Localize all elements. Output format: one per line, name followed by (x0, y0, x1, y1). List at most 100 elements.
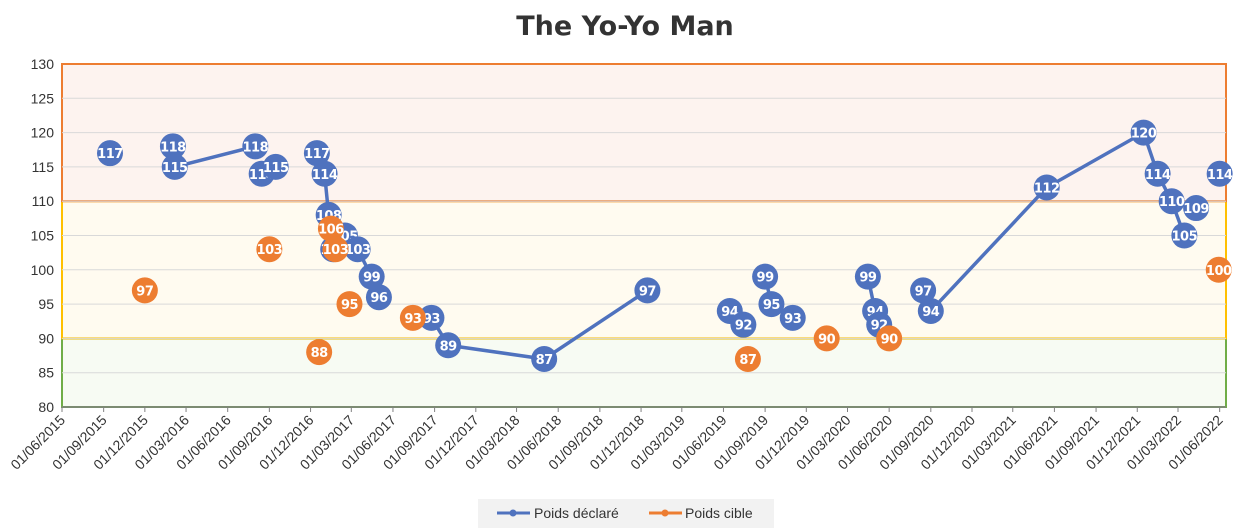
y-tick-label: 85 (38, 365, 54, 381)
declared-weight-point-label: 118 (243, 140, 269, 155)
y-tick-label: 80 (38, 399, 54, 415)
legend-marker-target (661, 509, 669, 517)
chart-title: The Yo-Yo Man (516, 11, 734, 42)
declared-weight-point-label: 87 (536, 353, 554, 368)
declared-weight-point-marker (758, 291, 785, 318)
y-axis: 80 85 90 95 100 105 110 115 120 125 130 (31, 56, 55, 415)
target-weight-point-marker (131, 277, 158, 304)
legend-marker-declared (509, 509, 517, 517)
target-weight-point-marker (399, 304, 426, 331)
y-tick-label: 125 (31, 90, 55, 106)
target-weight-point-label: 95 (341, 298, 359, 313)
series-points: 1171181151181141151171141081031051039996… (96, 119, 1233, 372)
declared-weight-point-label: 110 (1159, 195, 1185, 210)
declared-weight-point-label: 89 (440, 339, 458, 354)
declared-weight-point-marker (531, 345, 558, 372)
declared-weight-point-label: 112 (1034, 181, 1060, 196)
x-axis: 01/06/201501/09/201501/12/201501/03/2016… (7, 406, 1226, 473)
declared-weight-point-label: 92 (735, 319, 752, 334)
declared-weight-point-marker (358, 263, 385, 290)
declared-weight-point-label: 95 (763, 298, 781, 313)
y-tick-label: 110 (32, 193, 55, 209)
target-weight-point-marker (336, 291, 363, 318)
target-weight-point-label: 90 (881, 332, 899, 347)
declared-weight-point-marker (303, 140, 330, 167)
target-weight-point-label: 106 (318, 223, 344, 238)
declared-weight-point-marker (779, 304, 806, 331)
declared-weight-point-label: 117 (97, 147, 123, 162)
declared-weight-point-marker (1144, 160, 1171, 187)
declared-weight-point-label: 97 (915, 284, 933, 299)
declared-weight-point-marker (435, 332, 462, 359)
target-weight-point-label: 87 (739, 353, 757, 368)
declared-weight-point-label: 114 (312, 168, 338, 183)
declared-weight-point-marker (854, 263, 881, 290)
target-weight-point-marker (1205, 256, 1232, 283)
y-tick-label: 130 (31, 56, 55, 72)
declared-weight-point-marker (344, 236, 371, 263)
declared-weight-point-marker (418, 304, 445, 331)
declared-weight-point-marker (1130, 119, 1157, 146)
declared-weight-point-label: 120 (1131, 127, 1157, 142)
declared-weight-point-label: 114 (1207, 168, 1233, 183)
declared-weight-point-label: 99 (859, 271, 877, 286)
target-weight-point-label: 97 (136, 284, 154, 299)
declared-weight-point-label: 117 (304, 147, 330, 162)
legend-label-declared: Poids déclaré (534, 505, 619, 521)
legend: Poids déclaré Poids cible (478, 499, 774, 528)
declared-weight-point-label: 94 (922, 305, 940, 320)
legend-label-target: Poids cible (685, 505, 753, 521)
target-weight-point-marker (306, 339, 333, 366)
target-weight-point-marker (256, 236, 283, 263)
declared-weight-point-label: 109 (1183, 202, 1209, 217)
target-weight-point-marker (322, 236, 349, 263)
declared-weight-point-label: 96 (370, 291, 388, 306)
declared-weight-line (429, 288, 649, 361)
declared-weight-point-marker (242, 133, 269, 160)
declared-weight-point-label: 118 (160, 140, 186, 155)
target-weight-point-marker (734, 345, 761, 372)
target-weight-point-label: 90 (818, 332, 836, 347)
y-tick-label: 105 (31, 228, 55, 244)
target-weight-point-label: 88 (311, 346, 329, 361)
target-weight-point-marker (317, 215, 344, 242)
declared-weight-point-marker (752, 263, 779, 290)
y-tick-label: 100 (31, 262, 55, 278)
declared-weight-point-marker (1171, 222, 1198, 249)
target-weight-point-label: 103 (323, 243, 349, 258)
target-weight-point-label: 100 (1206, 264, 1232, 279)
y-tick-label: 95 (38, 296, 54, 312)
target-weight-point-marker (813, 325, 840, 352)
gridlines (62, 97, 1226, 374)
declared-weight-point-label: 97 (639, 284, 657, 299)
declared-weight-point-marker (159, 133, 186, 160)
declared-weight-point-marker (1158, 188, 1185, 215)
target-weight-point-marker (876, 325, 903, 352)
declared-weight-point-label: 114 (1145, 168, 1171, 183)
declared-weight-point-label: 93 (784, 312, 802, 327)
declared-weight-point-label: 103 (345, 243, 371, 258)
declared-weight-point-marker (96, 140, 123, 167)
declared-weight-point-label: 115 (162, 161, 188, 176)
declared-weight-point-label: 93 (423, 312, 441, 327)
declared-weight-point-marker (161, 153, 188, 180)
declared-weight-point-marker (634, 277, 661, 304)
declared-weight-point-marker (730, 311, 757, 338)
declared-weight-point-marker (1183, 195, 1210, 222)
declared-weight-point-marker (1206, 160, 1233, 187)
declared-weight-point-marker (1033, 174, 1060, 201)
declared-weight-point-marker (262, 153, 289, 180)
y-tick-label: 120 (31, 125, 55, 141)
declared-weight-point-marker (917, 297, 944, 324)
target-weight-point-label: 93 (404, 312, 422, 327)
declared-weight-point-label: 99 (363, 271, 381, 286)
declared-weight-point-label: 99 (757, 271, 775, 286)
declared-weight-point-marker (910, 277, 937, 304)
y-tick-label: 115 (32, 159, 55, 175)
declared-weight-point-label: 115 (263, 161, 289, 176)
declared-weight-point-marker (311, 160, 338, 187)
declared-weight-point-label: 105 (1172, 230, 1198, 245)
y-tick-label: 90 (38, 330, 54, 346)
declared-weight-point-marker (365, 284, 392, 311)
